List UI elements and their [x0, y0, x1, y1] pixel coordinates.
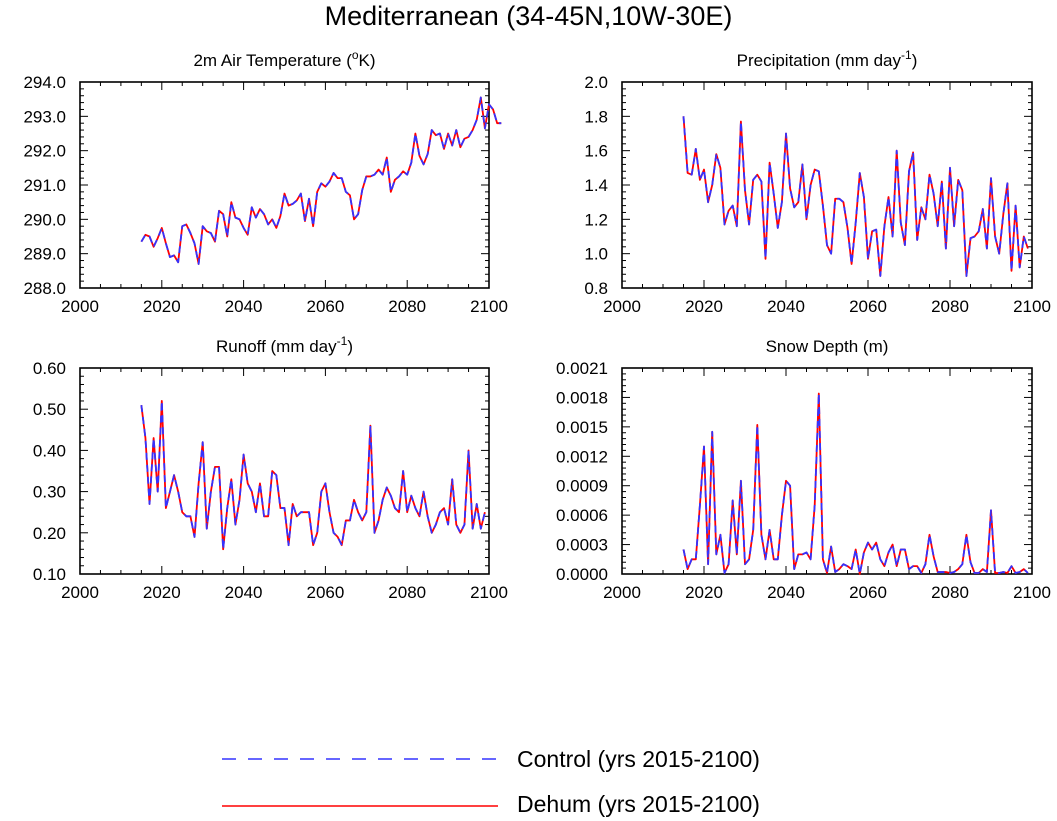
- y-tick-label: 0.30: [33, 483, 66, 502]
- x-tick-label: 2080: [931, 297, 969, 316]
- legend-label-dehum: Dehum (yrs 2015-2100): [517, 791, 760, 817]
- x-tick-label: 2100: [1013, 297, 1051, 316]
- x-tick-label: 2020: [143, 297, 181, 316]
- y-tick-label: 2.0: [584, 73, 608, 92]
- panel-title: Snow Depth (m): [766, 337, 889, 356]
- y-tick-label: 0.50: [33, 400, 66, 419]
- x-tick-label: 2000: [603, 297, 641, 316]
- x-tick-label: 2100: [470, 297, 508, 316]
- x-tick-label: 2040: [767, 583, 805, 602]
- series-line-control: [140, 400, 486, 551]
- x-tick-label: 2000: [61, 583, 99, 602]
- x-tick-label: 2080: [931, 583, 969, 602]
- y-tick-label: 0.0015: [556, 418, 608, 437]
- plot-frame: [621, 367, 1033, 575]
- x-tick-label: 2040: [767, 297, 805, 316]
- series-line-dehum: [682, 392, 1029, 575]
- x-tick-label: 2020: [685, 297, 723, 316]
- x-tick-label: 2100: [1013, 583, 1051, 602]
- y-tick-label: 0.0003: [556, 536, 608, 555]
- y-tick-label: 293.0: [23, 107, 66, 126]
- plot-frame: [79, 81, 490, 289]
- legend-line-control: [222, 758, 498, 760]
- series-line-control: [682, 116, 1029, 277]
- x-tick-label: 2060: [306, 583, 344, 602]
- panel-runoff: Runoff (mm day-1) 2000 2020 2040 2060 2080 210…: [33, 334, 508, 602]
- series-line-control: [682, 392, 1029, 575]
- x-tick-label: 2080: [388, 297, 426, 316]
- x-tick-label: 2020: [143, 583, 181, 602]
- x-tick-label: 2060: [849, 297, 887, 316]
- y-tick-label: 289.0: [23, 245, 66, 264]
- x-tick-label: 2060: [306, 297, 344, 316]
- panel-temperature: 2m Air Temperature (oK) 2000 2020 2040 2060 2…: [23, 48, 507, 316]
- plot-frame: [79, 367, 490, 575]
- y-tick-label: 1.6: [584, 142, 608, 161]
- x-tick-label: 2000: [61, 297, 99, 316]
- panel-title: Runoff (mm day-1): [216, 334, 353, 356]
- y-tick-label: 288.0: [23, 279, 66, 298]
- x-tick-label: 2040: [225, 583, 263, 602]
- legend-label-control: Control (yrs 2015-2100): [517, 746, 760, 772]
- x-tick-label: 2000: [603, 583, 641, 602]
- y-tick-label: 0.0006: [556, 506, 608, 525]
- y-tick-label: 0.0021: [556, 359, 608, 378]
- y-tick-label: 0.0012: [556, 447, 608, 466]
- y-tick-label: 0.0009: [556, 477, 608, 496]
- series-line-dehum: [682, 116, 1029, 277]
- x-tick-label: 2040: [225, 297, 263, 316]
- legend-line-dehum: [222, 805, 498, 807]
- x-tick-label: 2060: [849, 583, 887, 602]
- y-tick-label: 1.8: [584, 107, 608, 126]
- y-tick-label: 290.0: [23, 210, 66, 229]
- y-tick-label: 1.0: [584, 245, 608, 264]
- y-tick-label: 292.0: [23, 142, 66, 161]
- panel-snow-depth: Snow Depth (m) 2000 2020 2040 2060 2080 2100 0.…: [556, 337, 1051, 602]
- y-tick-label: 0.10: [33, 565, 66, 584]
- y-tick-label: 0.8: [584, 279, 608, 298]
- figure-title: Mediterranean (34-45N,10W-30E): [324, 1, 733, 31]
- y-tick-label: 0.20: [33, 524, 66, 543]
- series-line-dehum: [140, 96, 502, 265]
- x-tick-label: 2100: [470, 583, 508, 602]
- panel-title: Precipitation (mm day-1): [737, 48, 918, 70]
- y-tick-label: 0.0018: [556, 388, 608, 407]
- y-tick-label: 0.0000: [556, 565, 608, 584]
- series-line-control: [140, 96, 502, 265]
- y-tick-label: 0.60: [33, 359, 66, 378]
- y-tick-label: 294.0: [23, 73, 66, 92]
- x-tick-label: 2080: [388, 583, 426, 602]
- panel-title: 2m Air Temperature (oK): [193, 48, 375, 70]
- y-tick-label: 1.4: [584, 176, 608, 195]
- y-tick-label: 0.40: [33, 441, 66, 460]
- plot-frame: [621, 81, 1033, 289]
- panel-precipitation: Precipitation (mm day-1) 2000 2020 2040 2060…: [584, 48, 1051, 316]
- y-tick-label: 1.2: [584, 210, 608, 229]
- y-tick-label: 291.0: [23, 176, 66, 195]
- x-tick-label: 2020: [685, 583, 723, 602]
